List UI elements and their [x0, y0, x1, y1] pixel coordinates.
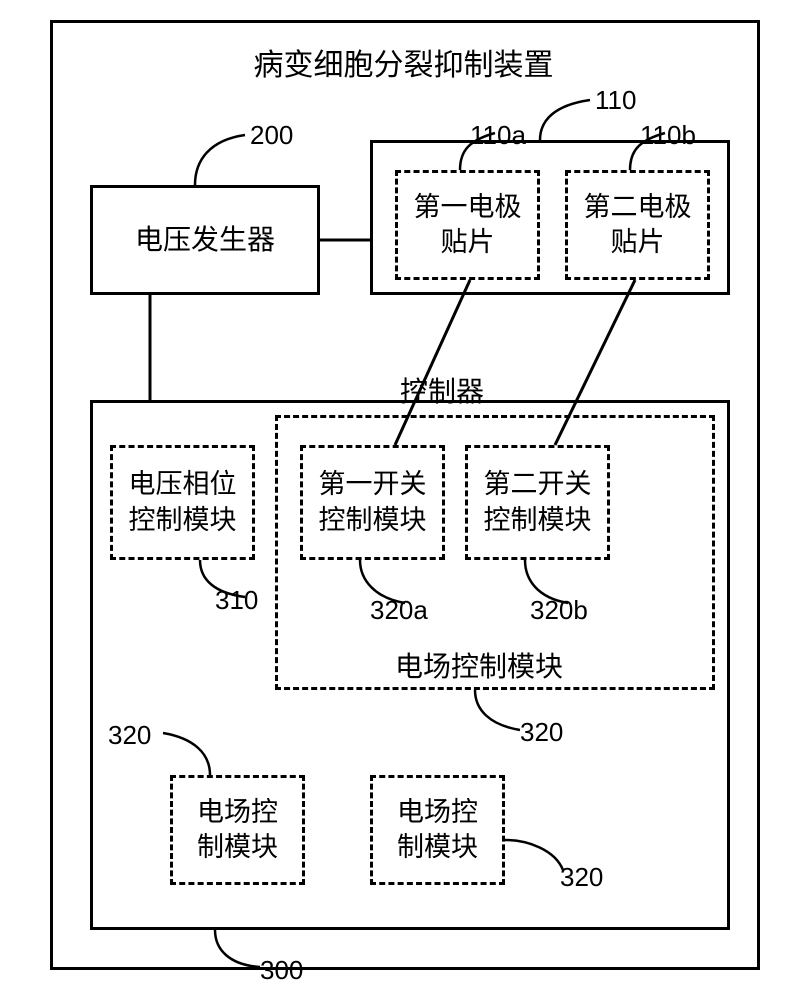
- switch-2-label: 第二开关 控制模块: [484, 467, 592, 537]
- diagram-canvas: 病变细胞分裂抑制装置 电压发生器 第一电极 贴片 第二电极 贴片 控制器 电压相…: [0, 0, 807, 1000]
- phase-module-box: 电压相位 控制模块: [110, 445, 255, 560]
- switch-1-label: 第一开关 控制模块: [319, 467, 427, 537]
- field-group-label: 电场控制模块: [395, 645, 563, 685]
- controller-label: 控制器: [400, 370, 484, 410]
- ref-label: 320: [520, 717, 563, 748]
- ref-label: 320b: [530, 595, 588, 626]
- field-module-b-label: 电场控 制模块: [397, 795, 478, 865]
- electrode-1-label: 第一电极 贴片: [414, 190, 522, 260]
- ref-label: 200: [250, 120, 293, 151]
- field-module-a-label: 电场控 制模块: [197, 795, 278, 865]
- phase-module-label: 电压相位 控制模块: [129, 467, 237, 537]
- ref-label: 310: [215, 585, 258, 616]
- electrode-2-label: 第二电极 贴片: [584, 190, 692, 260]
- ref-label: 110b: [640, 120, 696, 151]
- ref-label: 320a: [370, 595, 428, 626]
- switch-2-box: 第二开关 控制模块: [465, 445, 610, 560]
- ref-label: 110: [595, 85, 636, 116]
- electrode-1-box: 第一电极 贴片: [395, 170, 540, 280]
- diagram-title: 病变细胞分裂抑制装置: [0, 40, 807, 84]
- ref-label: 110a: [470, 120, 526, 151]
- field-module-b-box: 电场控 制模块: [370, 775, 505, 885]
- voltage-generator-box: 电压发生器: [90, 185, 320, 295]
- field-module-a-box: 电场控 制模块: [170, 775, 305, 885]
- voltage-generator-label: 电压发生器: [135, 222, 275, 258]
- electrode-2-box: 第二电极 贴片: [565, 170, 710, 280]
- ref-label: 320: [108, 720, 151, 751]
- ref-label: 300: [260, 955, 303, 986]
- ref-label: 320: [560, 862, 603, 893]
- switch-1-box: 第一开关 控制模块: [300, 445, 445, 560]
